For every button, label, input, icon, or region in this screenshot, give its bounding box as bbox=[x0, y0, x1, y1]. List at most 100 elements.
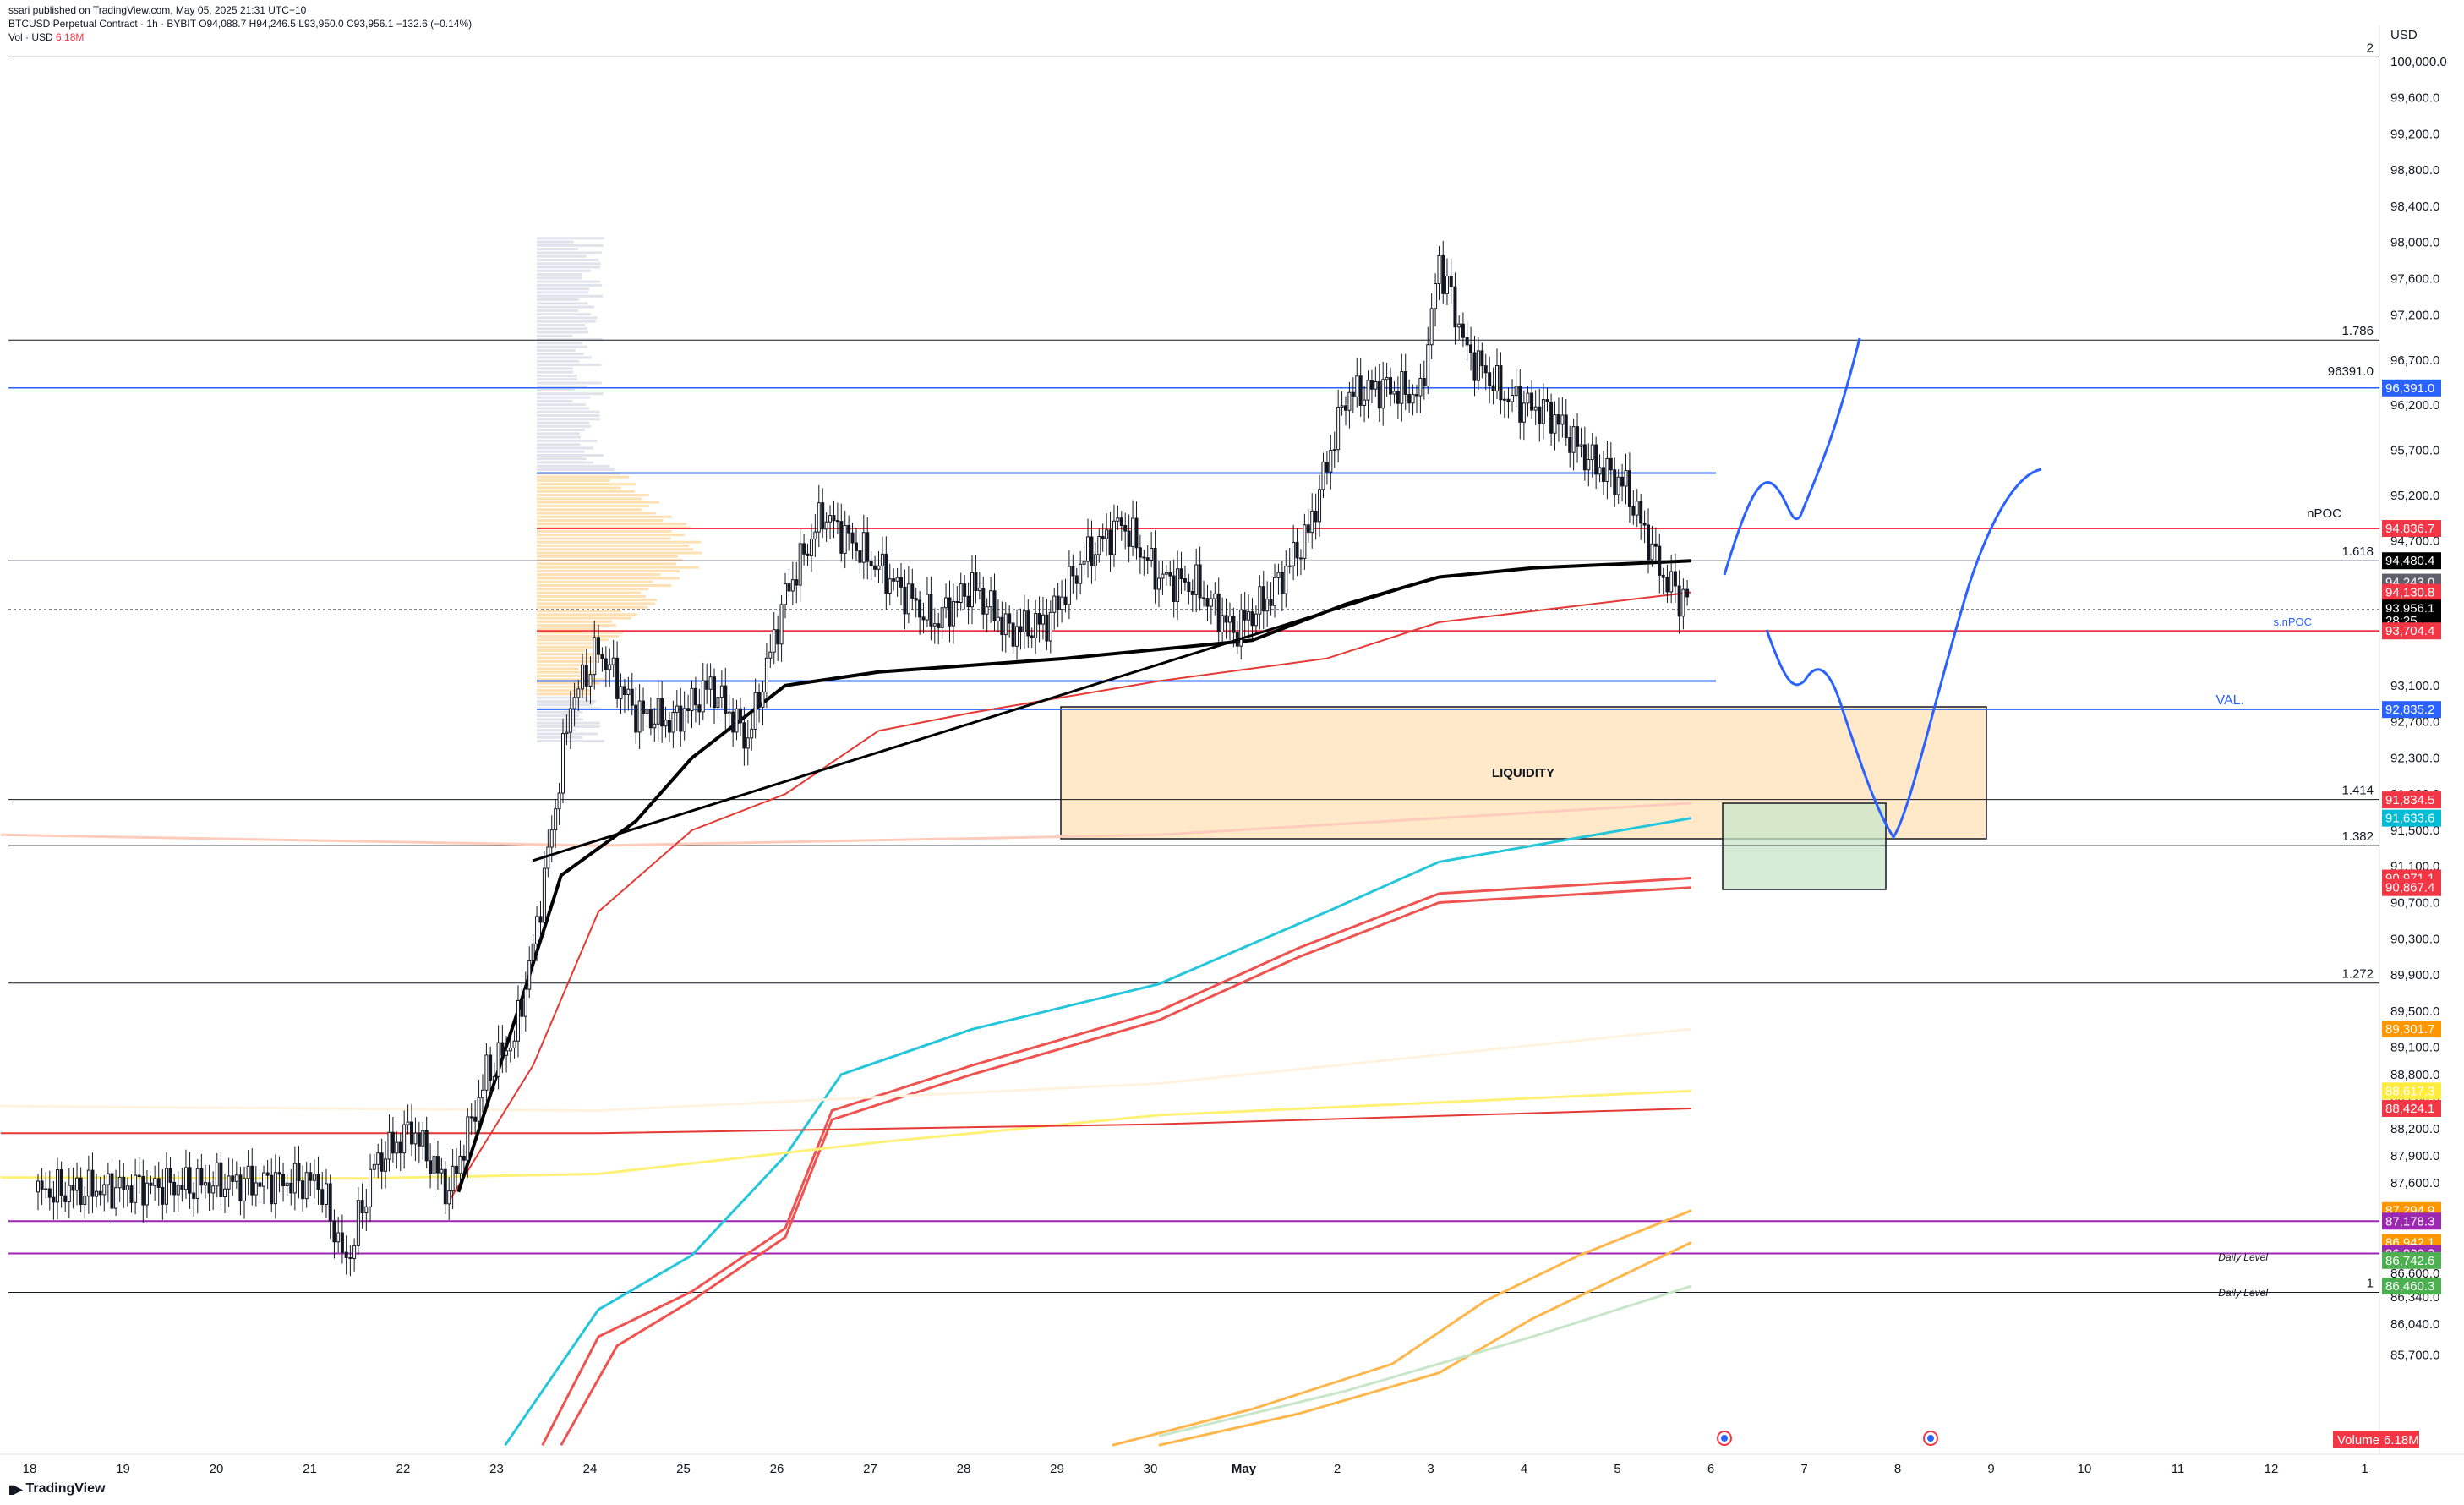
tradingview-logo-icon: ▮▶ bbox=[8, 1482, 20, 1497]
candle-body bbox=[274, 1173, 276, 1204]
candle-body bbox=[1614, 470, 1616, 495]
time-tick-label: 4 bbox=[1521, 1462, 1527, 1476]
volume-profile-bar bbox=[537, 316, 598, 319]
price-tag-label: 90,867.4 bbox=[2385, 881, 2434, 895]
candle-body bbox=[1580, 445, 1582, 446]
volume-profile-bar bbox=[537, 244, 604, 247]
volume-profile-bar bbox=[537, 523, 686, 525]
candle-body bbox=[1210, 599, 1212, 606]
candle-body bbox=[509, 1048, 511, 1050]
band-line bbox=[1, 1108, 1691, 1133]
time-axis[interactable]: 18 19 20 21 22 23 24 25 26 27 28 29 30 May 2 3 4 5 6 7 8 9 10 1… bbox=[23, 1462, 2368, 1476]
candle-body bbox=[623, 687, 626, 695]
candle-body bbox=[532, 944, 534, 960]
us-flag-event-icon-2[interactable] bbox=[1924, 1431, 1937, 1445]
candle-body bbox=[444, 1169, 446, 1204]
candle-body bbox=[668, 720, 670, 732]
tradingview-brand: TradingView bbox=[25, 1481, 105, 1497]
candle-body bbox=[780, 605, 783, 644]
volume-profile-bar bbox=[537, 251, 602, 254]
candle-body bbox=[1008, 614, 1011, 623]
candle-body bbox=[1442, 255, 1445, 293]
candle-body bbox=[456, 1166, 458, 1173]
volume-profile-bar bbox=[537, 617, 631, 620]
price-tick-label: 96,700.0 bbox=[2390, 353, 2439, 368]
price-tick-label: 87,900.0 bbox=[2390, 1149, 2439, 1163]
volume-profile-bar bbox=[537, 621, 612, 623]
candle-body bbox=[754, 692, 757, 729]
band-line bbox=[458, 561, 1691, 1192]
candle-body bbox=[52, 1197, 55, 1202]
candle-body bbox=[489, 1055, 492, 1081]
time-tick-label: 9 bbox=[1987, 1462, 1994, 1476]
candle-body bbox=[585, 665, 587, 686]
volume-profile-bar bbox=[537, 346, 587, 348]
target-zone-box[interactable] bbox=[1723, 803, 1886, 889]
candle-body bbox=[1030, 636, 1033, 638]
candle-body bbox=[263, 1173, 265, 1186]
candle-body bbox=[1079, 564, 1082, 583]
us-flag-event-icon[interactable] bbox=[1718, 1431, 1731, 1445]
volume-profile-bar bbox=[537, 421, 589, 424]
candle-body bbox=[1393, 391, 1396, 394]
volume-profile-bar bbox=[537, 494, 649, 496]
candle-body bbox=[646, 709, 648, 714]
candle-body bbox=[418, 1133, 420, 1146]
candle-body bbox=[1311, 511, 1314, 532]
candle-body bbox=[964, 584, 966, 597]
candle-body bbox=[1617, 477, 1620, 495]
band-line bbox=[561, 888, 1691, 1446]
price-tick-label: 95,200.0 bbox=[2390, 489, 2439, 503]
volume-profile-bar bbox=[537, 566, 699, 569]
candle-body bbox=[1341, 406, 1343, 408]
volume-profile-bar bbox=[537, 581, 653, 583]
candle-body bbox=[735, 709, 738, 732]
candle-body bbox=[227, 1176, 230, 1189]
candle-body bbox=[99, 1191, 101, 1195]
candle-body bbox=[1285, 566, 1287, 594]
candle-body bbox=[1542, 400, 1544, 424]
candle-body bbox=[751, 729, 753, 737]
projection-path-upper[interactable] bbox=[1724, 338, 1860, 575]
time-tick-label: 28 bbox=[957, 1462, 971, 1476]
candle-body bbox=[403, 1125, 406, 1152]
candle-body bbox=[459, 1156, 462, 1173]
candle-body bbox=[642, 701, 645, 714]
candle-body bbox=[881, 554, 883, 566]
candle-body bbox=[1550, 402, 1553, 434]
time-tick-label: 3 bbox=[1427, 1462, 1434, 1476]
candle-body bbox=[37, 1181, 40, 1192]
candle-body bbox=[539, 917, 542, 922]
candle-body bbox=[1356, 376, 1358, 397]
candle-body bbox=[1101, 537, 1104, 539]
price-tick-label: 89,900.0 bbox=[2390, 968, 2439, 982]
candle-body bbox=[1640, 501, 1642, 523]
candle-body bbox=[165, 1168, 167, 1204]
candle-body bbox=[893, 579, 895, 582]
candle-body bbox=[365, 1207, 368, 1212]
candle-body bbox=[904, 587, 906, 614]
candle-body bbox=[1427, 345, 1429, 386]
candle-body bbox=[930, 594, 932, 626]
candle-body bbox=[1016, 627, 1019, 646]
npoc-label: nPOC bbox=[2307, 506, 2341, 521]
candle-body bbox=[788, 584, 790, 591]
candle-body bbox=[138, 1175, 140, 1176]
candle-body bbox=[1519, 386, 1522, 422]
fib-label: 1.786 bbox=[2341, 324, 2374, 338]
volume-profile-bar bbox=[537, 276, 582, 279]
candle-body bbox=[177, 1185, 179, 1195]
candle-body bbox=[997, 617, 999, 621]
candle-body bbox=[919, 600, 921, 617]
volume-profile-bar bbox=[537, 627, 598, 630]
candle-body bbox=[862, 533, 865, 562]
candle-body bbox=[952, 601, 954, 626]
fib-level-labels: 2 1.786 1.618 1.414 1.382 1.272 1 bbox=[2341, 41, 2374, 1290]
candle-body bbox=[1569, 438, 1571, 453]
candle-body bbox=[993, 591, 996, 621]
candle-body bbox=[975, 572, 977, 590]
candle-body bbox=[728, 712, 730, 714]
candle-body bbox=[1259, 587, 1261, 614]
volume-profile-bar bbox=[537, 570, 680, 572]
